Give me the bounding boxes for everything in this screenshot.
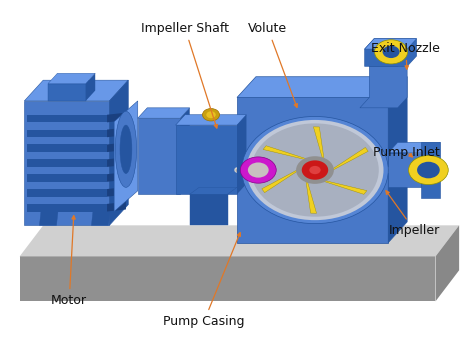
Polygon shape: [237, 115, 246, 194]
Polygon shape: [27, 130, 107, 137]
Polygon shape: [333, 147, 368, 170]
Polygon shape: [263, 146, 306, 159]
Circle shape: [240, 157, 276, 183]
Circle shape: [302, 160, 328, 180]
Polygon shape: [388, 142, 440, 153]
Polygon shape: [48, 73, 95, 84]
Polygon shape: [24, 101, 109, 225]
Polygon shape: [180, 108, 190, 194]
Polygon shape: [107, 187, 126, 197]
Circle shape: [374, 40, 408, 64]
Polygon shape: [431, 142, 440, 187]
Polygon shape: [237, 98, 388, 243]
Polygon shape: [107, 113, 126, 122]
Polygon shape: [27, 115, 107, 122]
Ellipse shape: [120, 125, 132, 174]
Polygon shape: [27, 144, 107, 152]
Polygon shape: [107, 128, 126, 137]
Circle shape: [202, 109, 219, 121]
Polygon shape: [436, 225, 459, 302]
Polygon shape: [421, 142, 440, 198]
Polygon shape: [107, 142, 126, 152]
Polygon shape: [190, 194, 228, 225]
Polygon shape: [27, 159, 107, 167]
Polygon shape: [114, 101, 138, 212]
Polygon shape: [365, 39, 417, 49]
Text: Motor: Motor: [51, 216, 87, 307]
Text: Impeller: Impeller: [386, 191, 440, 237]
Polygon shape: [360, 56, 407, 108]
Text: Volute: Volute: [248, 22, 297, 107]
Circle shape: [409, 155, 448, 185]
Polygon shape: [257, 208, 276, 225]
Polygon shape: [27, 204, 107, 212]
Polygon shape: [342, 208, 361, 225]
Polygon shape: [138, 108, 190, 118]
Polygon shape: [175, 125, 237, 194]
Circle shape: [310, 166, 320, 174]
Polygon shape: [107, 172, 126, 182]
Polygon shape: [175, 115, 246, 125]
Polygon shape: [86, 73, 95, 101]
Text: Pump Casing: Pump Casing: [163, 232, 245, 328]
Polygon shape: [27, 189, 107, 197]
Ellipse shape: [115, 111, 137, 187]
Text: Pump Inlet: Pump Inlet: [374, 146, 440, 159]
Polygon shape: [107, 157, 126, 167]
Polygon shape: [388, 153, 431, 187]
Polygon shape: [190, 187, 237, 194]
Polygon shape: [48, 84, 86, 101]
Polygon shape: [365, 39, 417, 66]
Polygon shape: [324, 181, 367, 194]
Polygon shape: [138, 118, 180, 194]
Polygon shape: [19, 225, 459, 256]
Polygon shape: [369, 56, 407, 66]
Polygon shape: [313, 127, 324, 159]
Polygon shape: [91, 208, 110, 225]
Polygon shape: [107, 202, 126, 212]
Circle shape: [383, 45, 400, 58]
Polygon shape: [262, 170, 297, 193]
Polygon shape: [39, 208, 58, 225]
Polygon shape: [19, 256, 436, 302]
Circle shape: [248, 162, 269, 178]
Circle shape: [296, 156, 334, 184]
Polygon shape: [388, 77, 407, 243]
Polygon shape: [24, 80, 128, 101]
Circle shape: [417, 162, 440, 178]
Polygon shape: [237, 77, 407, 98]
Circle shape: [246, 120, 383, 220]
Text: Impeller Shaft: Impeller Shaft: [141, 22, 229, 128]
Circle shape: [251, 124, 379, 217]
Polygon shape: [27, 174, 107, 182]
Circle shape: [242, 117, 388, 223]
Polygon shape: [109, 80, 128, 225]
Polygon shape: [306, 181, 317, 213]
Text: Exit Nozzle: Exit Nozzle: [371, 42, 440, 69]
Circle shape: [206, 111, 216, 118]
